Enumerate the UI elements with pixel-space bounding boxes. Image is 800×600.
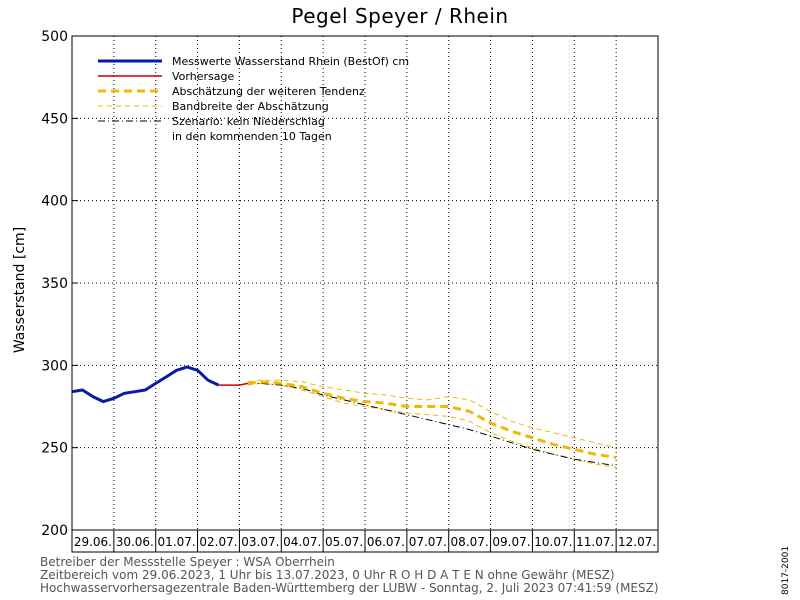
x-tick-label: 03.07. (241, 535, 279, 549)
series-scenario-line (247, 382, 617, 467)
y-tick-label: 500 (41, 29, 68, 45)
footer-time-range: Zeitbereich vom 29.06.2023, 1 Uhr bis 13… (40, 568, 615, 582)
x-tick-label: 06.07. (367, 535, 405, 549)
y-tick-label: 250 (41, 441, 68, 457)
y-tick-label: 350 (41, 276, 68, 292)
y-tick-label: 450 (41, 111, 68, 127)
legend-label: Abschätzung der weiteren Tendenz (172, 85, 365, 98)
series-layer (71, 365, 617, 467)
y-tick-label: 400 (41, 194, 68, 210)
x-tick-label: 09.07. (492, 535, 530, 549)
legend-label: Messwerte Wasserstand Rhein (BestOf) cm (172, 55, 409, 68)
legend-label: Szenario: kein Niederschlag (172, 115, 325, 128)
x-tick-label: 05.07. (325, 535, 363, 549)
series-forecast-line (218, 382, 248, 386)
x-tick-label: 04.07. (283, 535, 321, 549)
band-upper-line (247, 379, 617, 449)
x-tick-label: 07.07. (409, 535, 447, 549)
x-tick-label: 29.06. (74, 535, 112, 549)
series-measured-line (71, 365, 220, 404)
grid-layer (72, 36, 658, 530)
legend-label: Vorhersage (172, 70, 234, 83)
chart-code: 8017-2001 (781, 545, 791, 595)
x-tick-label: 11.07. (576, 535, 614, 549)
legend-label: in den kommenden 10 Tagen (172, 130, 332, 143)
legend: Messwerte Wasserstand Rhein (BestOf) cm V… (98, 55, 409, 143)
x-tick-label: 01.07. (158, 535, 196, 549)
band-layer (247, 379, 617, 468)
series-tendency-line (247, 380, 617, 459)
footer-source: Hochwasservorhersagezentrale Baden-Württ… (40, 581, 659, 595)
x-tick-label: 08.07. (451, 535, 489, 549)
y-tick-label: 300 (41, 358, 68, 374)
chart-title: Pegel Speyer / Rhein (291, 4, 509, 28)
footer-operator: Betreiber der Messstelle Speyer : WSA Ob… (40, 555, 335, 569)
x-tick-label: 12.07. (618, 535, 656, 549)
legend-label: Bandbreite der Abschätzung (172, 100, 329, 113)
x-tick-label: 30.06. (116, 535, 154, 549)
plot-frame (71, 35, 659, 531)
x-tick-label: 02.07. (199, 535, 237, 549)
band-lower-line (247, 382, 617, 468)
y-tick-label: 200 (41, 523, 68, 539)
x-tick-label: 10.07. (534, 535, 572, 549)
